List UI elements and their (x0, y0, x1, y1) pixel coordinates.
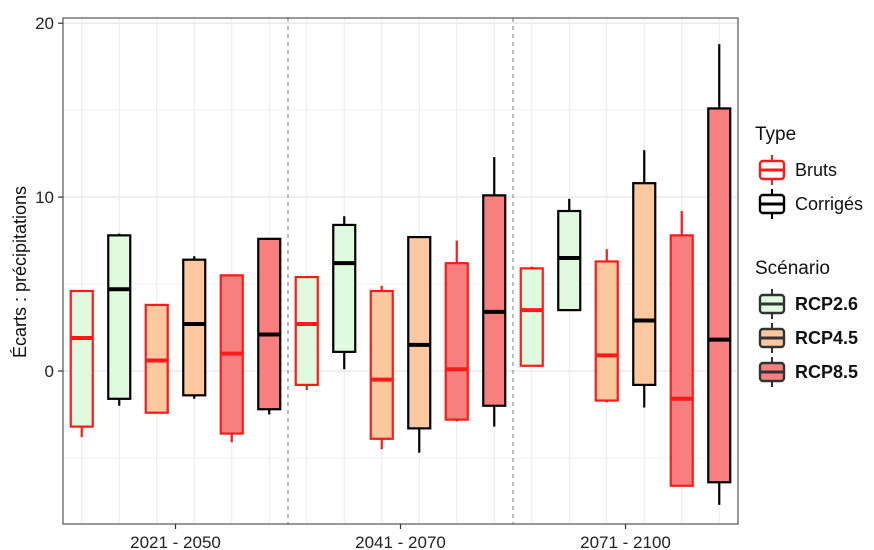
legend-item-rcp2-6: RCP2.6 (758, 289, 858, 319)
box-rcp4.5-bruts (144, 303, 169, 414)
box-body (482, 194, 507, 407)
box-body (107, 234, 132, 400)
legend-label: Bruts (795, 160, 837, 180)
box-body (707, 107, 732, 484)
box-rcp8.5-corriges (482, 157, 507, 427)
box-rcp2.6-corriges (332, 216, 357, 370)
legend-item-rcp4-5: RCP4.5 (758, 323, 858, 353)
y-tick-label: 20 (35, 14, 54, 33)
box-rcp4.5-bruts (369, 285, 394, 450)
box-body (182, 258, 207, 397)
box-rcp8.5-corriges (257, 237, 282, 415)
legend-label: RCP4.5 (795, 328, 858, 348)
box-body (669, 234, 694, 487)
box-body (369, 289, 394, 440)
legend-label: RCP8.5 (795, 362, 858, 382)
legend-item-bruts: Bruts (758, 155, 837, 185)
box-body (294, 275, 319, 386)
box-rcp4.5-corriges (632, 150, 657, 408)
legend-item-corrig-s: Corrigés (758, 189, 863, 219)
x-tick-label: 2041 - 2070 (355, 533, 446, 550)
plot-panel (63, 18, 738, 524)
box-rcp8.5-bruts (669, 211, 694, 487)
box-rcp4.5-corriges (407, 235, 432, 453)
box-body (519, 267, 544, 367)
box-rcp2.6-bruts (69, 289, 94, 438)
box-body (69, 289, 94, 428)
x-tick-label: 2071 - 2100 (580, 533, 671, 550)
box-body (332, 223, 357, 353)
legend-title: Type (755, 124, 796, 145)
box-rcp4.5-corriges (182, 256, 207, 399)
box-rcp2.6-corriges (557, 198, 582, 312)
axes: 0 10 20 2021 - 2050 2041 - 2070 2071 - 2100 (35, 14, 739, 550)
box-body (594, 260, 619, 402)
box-series (69, 44, 732, 505)
legend-label: Corrigés (795, 194, 863, 214)
legend: Type Bruts Corrigés Scénario RCP2.6 RCP4.5 RCP… (755, 124, 863, 387)
box-body (407, 235, 432, 430)
box-body (257, 237, 282, 411)
box-rcp8.5-corriges (707, 44, 732, 505)
y-tick-label: 10 (35, 188, 54, 207)
box-body (632, 182, 657, 386)
legend-title: Scénario (755, 258, 830, 279)
box-rcp8.5-bruts (444, 240, 469, 422)
box-body (557, 209, 582, 312)
x-tick-label: 2021 - 2050 (130, 533, 221, 550)
box-body (444, 262, 469, 421)
legend-label: RCP2.6 (795, 294, 858, 314)
box-rcp8.5-bruts (219, 274, 244, 443)
box-rcp2.6-corriges (107, 233, 132, 406)
y-tick-label: 0 (45, 362, 54, 381)
box-rcp2.6-bruts (294, 275, 319, 391)
y-axis-title: Écarts : précipitations (10, 186, 30, 358)
box-rcp4.5-bruts (594, 249, 619, 403)
legend-item-rcp8-5: RCP8.5 (758, 357, 858, 387)
box-rcp2.6-bruts (519, 266, 544, 367)
